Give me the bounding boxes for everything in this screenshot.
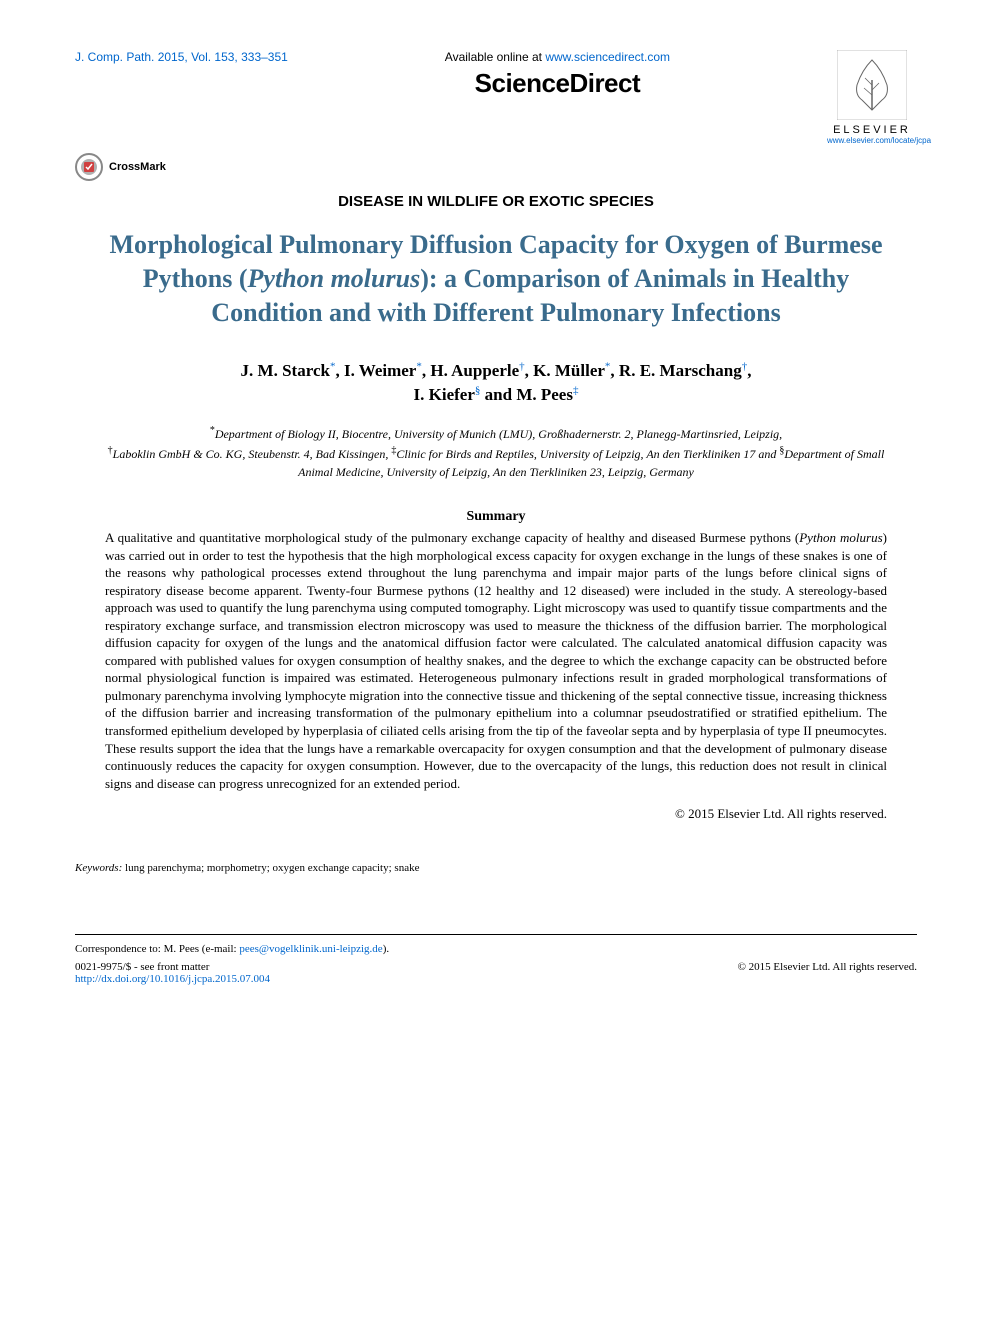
summary-body: A qualitative and quantitative morpholog… xyxy=(75,529,917,792)
copyright: © 2015 Elsevier Ltd. All rights reserved… xyxy=(75,806,917,822)
affil-marker: † xyxy=(519,361,525,373)
crossmark-label: CrossMark xyxy=(109,161,166,173)
affil-text: Laboklin GmbH & Co. KG, Steubenstr. 4, B… xyxy=(113,447,389,461)
affil-marker: § xyxy=(475,385,481,397)
elsevier-tree-icon xyxy=(837,50,907,120)
summary-heading: Summary xyxy=(75,509,917,525)
authors-list: J. M. Starck*, I. Weimer*, H. Aupperle†,… xyxy=(75,359,917,407)
correspondence-email[interactable]: pees@vogelklinik.uni-leipzig.de xyxy=(239,943,382,955)
available-online: Available online at www.sciencedirect.co… xyxy=(445,50,670,64)
crossmark-icon xyxy=(75,153,103,181)
correspondence-post: ). xyxy=(383,943,389,955)
affil-text: Clinic for Birds and Reptiles, Universit… xyxy=(396,447,776,461)
affil-text: Department of Biology II, Biocentre, Uni… xyxy=(215,427,782,441)
affil-marker: * xyxy=(330,361,336,373)
elsevier-label: ELSEVIER xyxy=(827,124,917,136)
keywords-label: Keywords: xyxy=(75,862,122,874)
journal-citation: J. Comp. Path. 2015, Vol. 153, 333–351 xyxy=(75,50,288,64)
affil-marker: ‡ xyxy=(573,385,579,397)
affil-marker: * xyxy=(605,361,611,373)
affiliations: *Department of Biology II, Biocentre, Un… xyxy=(75,423,917,481)
author: I. Kiefer xyxy=(414,385,475,404)
correspondence-pre: Correspondence to: M. Pees (e-mail: xyxy=(75,943,239,955)
available-prefix: Available online at xyxy=(445,50,546,64)
keywords-text: lung parenchyma; morphometry; oxygen exc… xyxy=(122,862,419,874)
article-title: Morphological Pulmonary Diffusion Capaci… xyxy=(75,228,917,329)
keywords: Keywords: lung parenchyma; morphometry; … xyxy=(75,862,917,874)
author: R. E. Marschang xyxy=(619,361,742,380)
footer-left: 0021-9975/$ - see front matter http://dx… xyxy=(75,961,270,985)
footer-copyright: © 2015 Elsevier Ltd. All rights reserved… xyxy=(738,961,917,985)
footer-divider xyxy=(75,934,917,935)
header-center: Available online at www.sciencedirect.co… xyxy=(445,50,670,99)
sciencedirect-url[interactable]: www.sciencedirect.com xyxy=(545,50,670,64)
summary-pre: A qualitative and quantitative morpholog… xyxy=(105,530,799,545)
summary-species: Python molurus xyxy=(799,530,882,545)
author: K. Müller xyxy=(533,361,605,380)
author: J. M. Starck xyxy=(241,361,330,380)
doi-link[interactable]: http://dx.doi.org/10.1016/j.jcpa.2015.07… xyxy=(75,973,270,985)
author: H. Aupperle xyxy=(430,361,519,380)
issn-line: 0021-9975/$ - see front matter xyxy=(75,961,270,973)
footer-row: 0021-9975/$ - see front matter http://dx… xyxy=(75,961,917,985)
summary-post: ) was carried out in order to test the h… xyxy=(105,530,887,791)
author: M. Pees xyxy=(516,385,573,404)
author: I. Weimer xyxy=(344,361,416,380)
header-row: J. Comp. Path. 2015, Vol. 153, 333–351 A… xyxy=(75,50,917,145)
affil-marker: † xyxy=(742,361,748,373)
elsevier-block: ELSEVIER www.elsevier.com/locate/jcpa xyxy=(827,50,917,145)
title-species: Python molurus xyxy=(248,264,421,293)
crossmark-badge[interactable]: CrossMark xyxy=(75,153,917,181)
sciencedirect-logo-text: ScienceDirect xyxy=(445,68,670,99)
section-label: DISEASE IN WILDLIFE OR EXOTIC SPECIES xyxy=(75,193,917,210)
affil-marker: * xyxy=(416,361,422,373)
elsevier-url[interactable]: www.elsevier.com/locate/jcpa xyxy=(827,136,917,145)
correspondence: Correspondence to: M. Pees (e-mail: pees… xyxy=(75,943,917,955)
